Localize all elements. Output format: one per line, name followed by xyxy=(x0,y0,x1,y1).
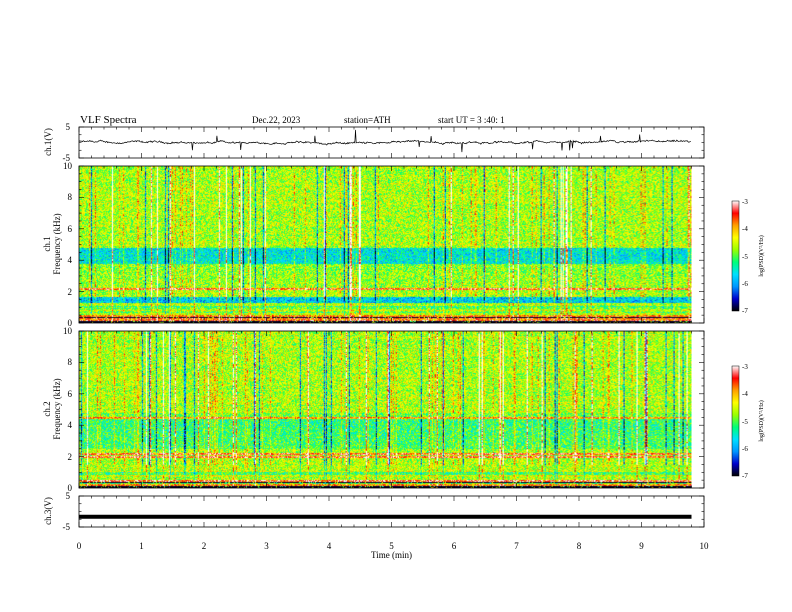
xtick-6: 6 xyxy=(452,541,457,551)
time-axis: 0 1 2 3 4 5 6 7 8 9 10 Time (min) xyxy=(77,541,709,560)
ch2-cb-tick-m3: -3 xyxy=(742,363,748,371)
ch1-cb-tick-m5: -5 xyxy=(742,253,748,261)
ch2-spec-ytick-2: 2 xyxy=(68,452,73,462)
xtick-9: 9 xyxy=(639,541,644,551)
ch2-spectrogram-ylabel-channel: ch.2 xyxy=(42,401,52,416)
ch2-spec-ytick-8: 8 xyxy=(68,357,73,367)
ch1-colorbar: -3 -4 -5 -6 -7 log(PSD)(V²/Hz) xyxy=(731,198,765,315)
xtick-5: 5 xyxy=(389,541,394,551)
ch2-cb-tick-m5: -5 xyxy=(742,418,748,426)
ch2-spec-ytick-0: 0 xyxy=(68,483,73,493)
ch1-spectrogram-ticks xyxy=(78,165,705,324)
ch2-colorbar: -3 -4 -5 -6 -7 log(PSD)(V²/Hz) xyxy=(731,363,765,480)
ch1-spectrogram-image xyxy=(79,166,692,323)
ch2-spec-ytick-4: 4 xyxy=(68,420,73,430)
ch1-cb-tick-m3: -3 xyxy=(742,198,748,206)
ch2-spectrogram-ticks xyxy=(78,330,705,489)
xtick-1: 1 xyxy=(139,541,144,551)
ch2-cb-tick-m4: -4 xyxy=(742,390,748,398)
ch2-spec-ytick-6: 6 xyxy=(68,389,73,399)
date-label: Dec.22, 2023 xyxy=(252,115,301,125)
ch1-cb-tick-m4: -4 xyxy=(742,225,748,233)
ch2-spectrogram-image xyxy=(79,331,692,488)
ch1-spectrogram-ylabel-frequency: Frequency (kHz) xyxy=(52,213,62,274)
ch1-spec-ytick-0: 0 xyxy=(68,318,73,328)
xtick-8: 8 xyxy=(577,541,582,551)
ch1-spec-ytick-8: 8 xyxy=(68,192,73,202)
ch1-waveform-panel: 5 -5 ch.1(V) xyxy=(43,122,705,163)
ch2-colorbar-label: log(PSD)(V²/Hz) xyxy=(758,400,765,441)
ch2-spec-ytick-10: 10 xyxy=(63,326,73,336)
xtick-7: 7 xyxy=(514,541,519,551)
ch1-cb-tick-m7: -7 xyxy=(742,307,748,315)
figure-title: VLF Spectra xyxy=(80,114,137,126)
station-label: station=ATH xyxy=(344,115,391,125)
ch3-ytick-top: 5 xyxy=(66,491,71,501)
ch1-cb-tick-m6: -6 xyxy=(742,280,748,288)
start-ut-label: start UT = 3 :40: 1 xyxy=(438,115,505,125)
xtick-0: 0 xyxy=(77,541,82,551)
ch2-cb-tick-m7: -7 xyxy=(742,472,748,480)
ch1-ytick-top: 5 xyxy=(66,122,71,132)
ch1-spectrogram-yticklabels: 0 2 4 6 8 10 xyxy=(63,161,73,328)
ch1-spec-ytick-10: 10 xyxy=(63,161,73,171)
xtick-2: 2 xyxy=(202,541,207,551)
ch1-ytick-bottom: -5 xyxy=(63,153,71,163)
ch1-waveform-trace xyxy=(78,129,691,153)
ch2-spectrogram-ylabel-frequency: Frequency (kHz) xyxy=(52,378,62,439)
time-axis-label: Time (min) xyxy=(371,550,412,560)
ch3-ytick-bottom: -5 xyxy=(63,522,71,532)
ch1-spec-ytick-6: 6 xyxy=(68,224,73,234)
ch1-spec-ytick-2: 2 xyxy=(68,287,73,297)
ch2-spectrogram-yticklabels: 0 2 4 6 8 10 xyxy=(63,326,73,493)
ch2-spectrogram-panel: 0 2 4 6 8 10 ch.2 Frequency (kHz) -3 -4 … xyxy=(42,326,765,493)
ch1-waveform-ticks xyxy=(78,126,705,159)
ch1-colorbar-label: log(PSD)(V²/Hz) xyxy=(758,235,765,276)
ch2-colorbar-gradient xyxy=(731,365,740,477)
ch3-waveform-frame xyxy=(78,495,705,528)
ch2-cb-tick-m6: -6 xyxy=(742,445,748,453)
xtick-10: 10 xyxy=(700,541,710,551)
ch1-waveform-ylabel: ch.1(V) xyxy=(43,128,53,156)
ch1-spectrogram-panel: 0 2 4 6 8 10 ch.1 Frequency (kHz) -3 -4 … xyxy=(42,161,765,328)
ch3-waveform-ylabel: ch.3(V) xyxy=(43,497,53,525)
ch1-colorbar-gradient xyxy=(731,200,740,312)
xtick-3: 3 xyxy=(264,541,269,551)
ch1-spectrogram-ylabel-channel: ch.1 xyxy=(42,236,52,251)
xtick-4: 4 xyxy=(327,541,332,551)
figure-header: VLF Spectra Dec.22, 2023 station=ATH sta… xyxy=(80,114,505,126)
ch3-waveform-ticks xyxy=(78,495,705,528)
ch3-waveform-panel: 5 -5 ch.3(V) xyxy=(43,491,705,532)
ch1-spec-ytick-4: 4 xyxy=(68,255,73,265)
